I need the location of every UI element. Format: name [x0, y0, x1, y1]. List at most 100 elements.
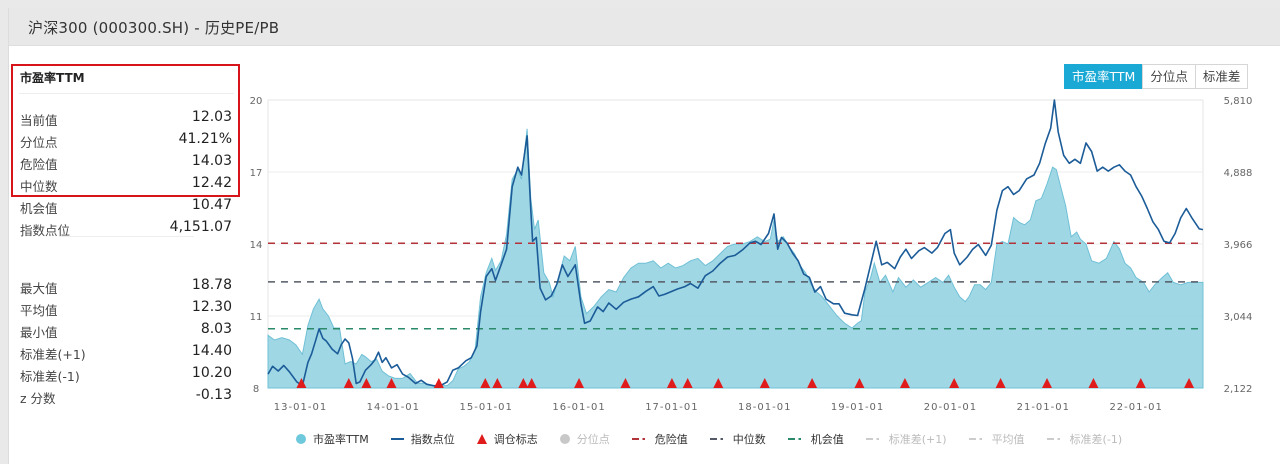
- stat-label: 标准差(+1): [20, 347, 86, 362]
- x-tick: 22-01-01: [1109, 402, 1162, 413]
- stat-label: 平均值: [20, 303, 58, 318]
- rebalance-marker: [759, 378, 770, 388]
- stat-label: 当前值: [20, 113, 58, 128]
- rebalance-marker: [854, 378, 865, 388]
- rebalance-marker: [526, 378, 537, 388]
- rebalance-marker: [361, 378, 372, 388]
- legend-item[interactable]: 中位数: [709, 431, 766, 447]
- y-left-tick: 20: [250, 96, 263, 107]
- y-left-tick: 8: [253, 384, 259, 395]
- legend-item[interactable]: 危险值: [631, 431, 688, 447]
- rebalance-marker: [1088, 378, 1099, 388]
- legend-item[interactable]: 调仓标志: [476, 431, 538, 447]
- stat-row-mean-value: 平均值 12.30: [20, 298, 232, 318]
- rebalance-marker: [1135, 378, 1146, 388]
- stat-value: 12.42: [191, 175, 232, 191]
- dash-legend-icon: [709, 438, 726, 440]
- stat-label: 机会值: [20, 201, 58, 216]
- line-legend-icon: [390, 438, 404, 440]
- stat-label: 中位数: [20, 179, 58, 194]
- legend-label: 指数点位: [410, 433, 455, 446]
- x-tick: 14-01-01: [367, 402, 420, 413]
- stat-value: 12.30: [191, 299, 232, 315]
- y-right-tick: 3,966: [1224, 240, 1253, 251]
- legend-label: 分位点: [576, 433, 610, 446]
- stat-row-index-level: 指数点位 4,151.07: [20, 218, 232, 238]
- rebalance-marker: [574, 378, 585, 388]
- stats-heading: 市盈率TTM: [20, 71, 85, 85]
- rebalance-marker: [343, 378, 354, 388]
- legend-item[interactable]: 分位点: [559, 431, 610, 447]
- legend-item[interactable]: 平均值: [968, 431, 1025, 447]
- stat-value: 18.78: [191, 277, 232, 293]
- x-tick: 18-01-01: [738, 402, 791, 413]
- rebalance-marker: [492, 378, 503, 388]
- legend-label: 标准差(+1): [888, 433, 947, 446]
- legend-item[interactable]: 市盈率TTM: [296, 431, 369, 447]
- x-tick: 19-01-01: [831, 402, 884, 413]
- dot-legend-icon: [296, 434, 306, 444]
- legend-label: 平均值: [991, 433, 1025, 446]
- x-tick: 21-01-01: [1017, 402, 1070, 413]
- x-tick: 17-01-01: [645, 402, 698, 413]
- stat-label: 分位点: [20, 135, 58, 150]
- legend-item[interactable]: 机会值: [787, 431, 844, 447]
- x-tick: 13-01-01: [274, 402, 327, 413]
- rebalance-marker: [666, 378, 677, 388]
- legend-label: 市盈率TTM: [313, 433, 369, 446]
- rebalance-marker: [713, 378, 724, 388]
- legend-label: 机会值: [810, 433, 844, 446]
- rebalance-marker: [1042, 378, 1053, 388]
- rebalance-marker: [386, 378, 397, 388]
- tab-percentile[interactable]: 分位点: [1142, 64, 1196, 89]
- stat-value: 10.20: [191, 365, 232, 381]
- legend-item[interactable]: 标准差(+1): [865, 431, 947, 447]
- y-right-tick: 5,810: [1224, 96, 1253, 107]
- rebalance-marker: [433, 378, 444, 388]
- rebalance-marker: [1184, 378, 1195, 388]
- stat-row-median: 中位数 12.42: [20, 174, 232, 194]
- legend-item[interactable]: 标准差(-1): [1046, 431, 1122, 447]
- y-left-tick: 17: [250, 168, 263, 179]
- stat-value: 10.47: [191, 197, 232, 213]
- stat-label: 标准差(-1): [20, 369, 80, 384]
- stat-row-z-score: z 分数 -0.13: [20, 386, 232, 406]
- divider: [59, 236, 194, 237]
- tab-std-dev[interactable]: 标准差: [1194, 64, 1249, 89]
- dot-legend-icon: [559, 434, 570, 444]
- stat-label: 最小值: [20, 325, 58, 340]
- legend-item[interactable]: 指数点位: [390, 431, 455, 447]
- y-right-tick: 3,044: [1224, 312, 1253, 323]
- y-right-tick: 4,888: [1224, 168, 1253, 179]
- stat-value: 12.03: [191, 109, 232, 125]
- rebalance-marker: [807, 378, 818, 388]
- stat-label: z 分数: [20, 391, 56, 406]
- y-right-tick: 2,122: [1224, 384, 1253, 395]
- rebalance-marker: [518, 378, 529, 388]
- legend-label: 调仓标志: [493, 433, 538, 446]
- stat-row-current-value: 当前值 12.03: [20, 108, 232, 128]
- rebalance-marker: [995, 378, 1006, 388]
- y-left-tick: 11: [250, 312, 263, 323]
- legend-label: 危险值: [654, 433, 688, 446]
- stat-row-danger-value: 危险值 14.03: [20, 152, 232, 172]
- stat-value: 14.03: [191, 153, 232, 169]
- x-tick: 16-01-01: [552, 402, 605, 413]
- pe-area: [267, 128, 1204, 389]
- rebalance-marker: [620, 378, 631, 388]
- rebalance-marker: [480, 378, 491, 388]
- stat-value: 41.21%: [178, 131, 232, 147]
- stat-label: 危险值: [20, 157, 58, 172]
- stat-row-max-value: 最大值 18.78: [20, 276, 232, 296]
- stat-value: 14.40: [191, 343, 232, 359]
- dash-legend-icon: [787, 438, 804, 440]
- dash-legend-icon: [865, 438, 882, 440]
- stat-value: 4,151.07: [169, 219, 232, 235]
- tab-pe-ttm[interactable]: 市盈率TTM: [1064, 64, 1144, 89]
- x-tick: 15-01-01: [460, 402, 513, 413]
- rebalance-marker: [949, 378, 960, 388]
- dash-legend-icon: [968, 438, 985, 440]
- metric-tabs: 市盈率TTM 分位点 标准差: [1064, 64, 1249, 89]
- tri-legend-icon: [476, 434, 487, 444]
- stat-value: -0.13: [195, 387, 232, 403]
